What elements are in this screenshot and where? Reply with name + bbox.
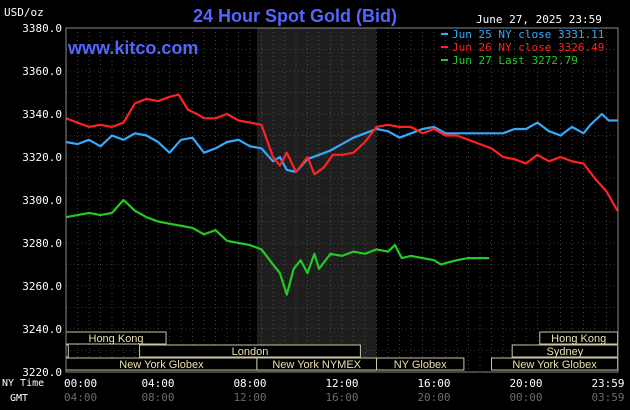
y-tick-label: 3380.0 <box>22 22 62 35</box>
series-line <box>65 198 490 296</box>
y-tick-label: 3340.0 <box>22 108 62 121</box>
ny-session-shading <box>256 28 377 372</box>
x-tick-label-gmt: 20:00 <box>417 391 450 404</box>
x-tick-label-ny: 20:00 <box>509 377 542 390</box>
timestamp: June 27, 2025 23:59 <box>476 13 602 26</box>
chart-title: 24 Hour Spot Gold (Bid) <box>193 6 397 26</box>
x-tick-label-ny: 23:59 <box>591 377 624 390</box>
x-tick-label-gmt: 03:59 <box>591 391 624 404</box>
session-label: NY Globex <box>394 359 447 371</box>
x-tick-label-gmt: 00:00 <box>509 391 542 404</box>
y-tick-label: 3320.0 <box>22 151 62 164</box>
x-tick-label-ny: 00:00 <box>64 377 97 390</box>
x-tick-label-ny: 12:00 <box>325 377 358 390</box>
y-tick-label: 3220.0 <box>22 366 62 379</box>
legend-entry: Jun 27 Last 3272.79 <box>452 54 578 67</box>
x-axis-label-gmt: GMT <box>10 393 28 404</box>
legend-entry: Jun 26 NY close 3326.49 <box>452 41 604 54</box>
session-label: New York Globex <box>512 359 597 371</box>
session-label: New York Globex <box>119 359 204 371</box>
session-bar <box>139 344 361 358</box>
legend-entry: Jun 25 NY close 3331.11 <box>452 28 604 41</box>
session-label: New York NYMEX <box>272 359 361 371</box>
session-bar <box>376 357 465 371</box>
series-line <box>65 93 619 212</box>
y-tick-label: 3360.0 <box>22 65 62 78</box>
x-tick-label-ny: 08:00 <box>233 377 266 390</box>
x-tick-label-gmt: 16:00 <box>325 391 358 404</box>
session-label: Sydney <box>547 346 584 358</box>
y-axis-unit-label: USD/oz <box>4 6 44 19</box>
watermark: www.kitco.com <box>67 38 198 58</box>
x-tick-label-ny: 04:00 <box>141 377 174 390</box>
x-tick-label-gmt: 12:00 <box>233 391 266 404</box>
y-tick-label: 3300.0 <box>22 194 62 207</box>
x-axis-label-ny: NY Time <box>2 378 44 389</box>
session-label: Hong Kong <box>551 333 606 345</box>
plot-frame <box>65 27 619 373</box>
session-label: Hong Kong <box>89 333 144 345</box>
y-tick-label: 3260.0 <box>22 280 62 293</box>
session-label: London <box>232 346 269 358</box>
x-tick-label-ny: 16:00 <box>417 377 450 390</box>
y-tick-label: 3280.0 <box>22 237 62 250</box>
series-line <box>65 112 618 174</box>
y-tick-label: 3240.0 <box>22 323 62 336</box>
x-tick-label-gmt: 08:00 <box>141 391 174 404</box>
x-tick-label-gmt: 04:00 <box>64 391 97 404</box>
